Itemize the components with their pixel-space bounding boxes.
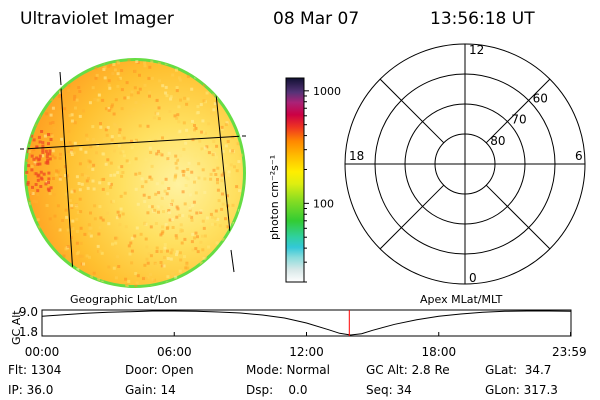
colorbar-tick-label: 1000	[313, 85, 341, 98]
colorbar-ticks: 1000 100	[304, 85, 341, 283]
altitude-xtick-label: 00:00	[25, 345, 60, 359]
altitude-ytick-max: 9.0	[19, 305, 38, 319]
latitude-line	[25, 135, 245, 150]
info-door: Door: Open	[125, 363, 194, 377]
apex-caption: Apex MLat/MLT	[420, 293, 503, 306]
info-mode: Mode: Normal	[246, 363, 330, 377]
info-dsp: Dsp: 0.0	[246, 383, 308, 397]
mlt-diagonal-spoke	[379, 184, 445, 250]
altitude-xtick-label: 12:00	[289, 345, 324, 359]
altitude-xtick-label: 06:00	[157, 345, 192, 359]
info-glat: GLat: 34.7	[485, 363, 551, 377]
mlt-label: 6	[575, 149, 583, 163]
altitude-xticks: 00:00 06:00 12:00 18:00 23:59	[25, 332, 587, 359]
header-time: 13:56:18 UT	[430, 9, 535, 29]
altitude-xtick-label: 23:59	[552, 345, 587, 359]
mlat-label: 80	[490, 134, 505, 148]
header-title: Ultraviolet Imager	[20, 9, 174, 29]
info-ip: IP: 36.0	[8, 383, 53, 397]
colorbar-tick-label: 100	[313, 197, 334, 210]
info-glon: GLon: 317.3	[485, 383, 558, 397]
mlt-label: 12	[469, 43, 484, 57]
geographic-caption: Geographic Lat/Lon	[70, 293, 177, 306]
altitude-ytick-min: 1.8	[19, 325, 38, 339]
colorbar-scale	[285, 77, 305, 283]
mlt-diagonal-spoke	[485, 78, 551, 144]
info-flt: Flt: 1304	[8, 363, 61, 377]
mlt-diagonal-spoke	[379, 78, 445, 144]
mlat-label: 60	[533, 91, 548, 105]
longitude-line-west	[59, 71, 75, 287]
info-seq: Seq: 34	[366, 383, 412, 397]
header-date: 08 Mar 07	[273, 9, 359, 29]
mlt-label: 0	[469, 271, 477, 285]
altitude-chart: GC Alt 9.0 1.8 00:00 06:00 12:00 18:00 23:59	[10, 305, 587, 359]
altitude-xtick-label: 18:00	[422, 345, 457, 359]
info-gain: Gain: 14	[125, 383, 176, 397]
mlt-diagonal-spoke	[485, 184, 551, 250]
mlt-label: 18	[349, 149, 364, 163]
colorbar: 1000 100 photon cm⁻²s⁻¹	[268, 77, 341, 283]
altitude-ylabel: GC Alt	[10, 310, 23, 345]
uv-image-disk	[20, 58, 246, 288]
colorbar-unit-label: photon cm⁻²s⁻¹	[268, 155, 281, 240]
mlat-label: 70	[511, 113, 526, 127]
altitude-curve	[41, 310, 571, 336]
info-gc-alt: GC Alt: 2.8 Re	[366, 363, 450, 377]
info-block: Flt: 1304 IP: 36.0 Door: Open Gain: 14 M…	[8, 363, 558, 397]
